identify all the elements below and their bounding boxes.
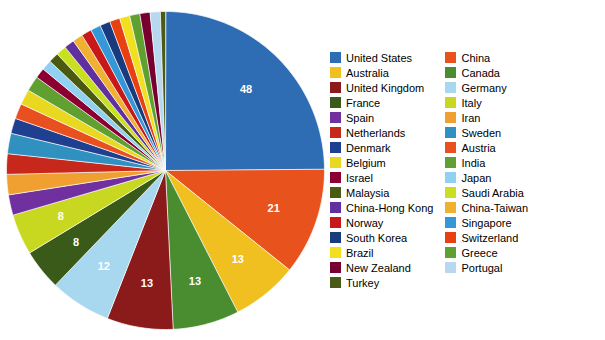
html-text:United Kingdom: United Kingdom [346, 81, 425, 94]
html-text:Netherlands: Netherlands [346, 126, 406, 139]
html-text:Malaysia: Malaysia [346, 186, 390, 199]
html-text:Germany: Germany [461, 81, 507, 94]
html-text:Australia: Australia [346, 66, 389, 79]
html-text:Denmark: Denmark [346, 141, 391, 154]
svg-text:8: 8 [58, 210, 64, 222]
html-text:Iran: Iran [461, 111, 481, 124]
html-text:Brazil: Brazil [346, 246, 374, 259]
svg-text:21: 21 [268, 202, 280, 214]
html-text:Sweden: Sweden [461, 126, 502, 139]
svg-text:48: 48 [240, 83, 252, 95]
html-text:Canada: Canada [461, 66, 500, 79]
svg-text:12: 12 [98, 260, 110, 272]
html-text:China-Taiwan: China-Taiwan [461, 201, 529, 214]
svg-text:13: 13 [189, 275, 201, 287]
html-text:Greece: Greece [461, 246, 498, 259]
html-text:South Korea: South Korea [346, 231, 408, 244]
html-text:Switzerland: Switzerland [461, 231, 519, 244]
html-text:Portugal: Portugal [461, 261, 503, 274]
svg-text:13: 13 [141, 277, 153, 289]
html-text:China: China [461, 51, 491, 64]
svg-text:13: 13 [232, 253, 244, 265]
html-text:Japan: Japan [461, 171, 492, 184]
html-text:United States: United States [346, 51, 412, 64]
html-text:France: France [346, 96, 381, 109]
html-text:India: India [461, 156, 486, 169]
html-text:Turkey: Turkey [346, 276, 380, 289]
html-text:Spain: Spain [346, 111, 375, 124]
html-text:Belgium: Belgium [346, 156, 386, 169]
html-text:Saudi Arabia: Saudi Arabia [461, 186, 524, 199]
html-text:New Zealand: New Zealand [346, 261, 411, 274]
html-text:Norway: Norway [346, 216, 384, 229]
html-text:Italy: Italy [461, 96, 482, 109]
html-text:China-Hong Kong: China-Hong Kong [346, 201, 434, 214]
html-text:Israel: Israel [346, 171, 373, 184]
html-text:Singapore: Singapore [461, 216, 512, 229]
html-text:Austria: Austria [461, 141, 496, 154]
svg-text:8: 8 [73, 236, 79, 248]
